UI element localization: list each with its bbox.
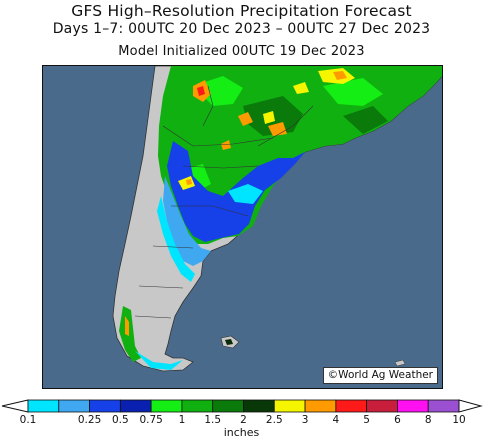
scale-swatch xyxy=(181,399,214,413)
precip-light-green xyxy=(323,78,383,106)
scale-swatch xyxy=(335,399,368,413)
precip-south-orange xyxy=(125,316,129,336)
scale-tick-label: 0.75 xyxy=(139,414,163,426)
chart-subtitle: Days 1–7: 00UTC 20 Dec 2023 – 00UTC 27 D… xyxy=(52,21,431,37)
scale-swatch xyxy=(427,399,460,413)
south-georgia xyxy=(394,359,406,367)
precip-hotspot xyxy=(221,140,231,150)
scale-swatch xyxy=(150,399,183,413)
scale-left-arrow xyxy=(1,399,29,413)
scale-tick-label: 10 xyxy=(452,414,466,426)
scale-swatch xyxy=(119,399,152,413)
falkland-islands-precip xyxy=(225,339,233,345)
precip-hotspot xyxy=(197,86,205,96)
scale-tick-label: 0.1 xyxy=(19,414,37,426)
units-label: inches xyxy=(223,426,260,439)
precip-south-green xyxy=(119,306,141,362)
scale-swatch xyxy=(58,399,90,413)
precip-hotspot xyxy=(238,112,253,126)
precip-hotspot xyxy=(263,111,275,124)
precip-hotspot xyxy=(333,71,347,80)
scale-tick-label: 6 xyxy=(394,414,401,426)
scale-tick-label: 3 xyxy=(301,414,309,426)
credit-label: ©World Ag Weather xyxy=(322,367,438,384)
color-scale-ticks: 0.1 0.25 0.5 0.75 1 1.5 2 2.5 3 4 5 6 8 10 xyxy=(0,414,483,428)
color-scale xyxy=(0,396,483,442)
scale-tick-label: 1.5 xyxy=(204,414,222,426)
scale-tick-label: 2.5 xyxy=(265,414,283,426)
scale-tick-label: 5 xyxy=(363,414,370,426)
scale-tick-label: 2 xyxy=(240,414,247,426)
precip-dark-green xyxy=(343,106,388,134)
scale-swatch xyxy=(243,399,275,413)
map-canvas xyxy=(43,66,442,388)
scale-swatch xyxy=(273,399,306,413)
precip-cyan xyxy=(228,184,263,204)
province-borders xyxy=(134,85,314,319)
precip-south-cyan xyxy=(135,351,183,370)
scale-right-arrow xyxy=(458,399,483,413)
model-init-label: Model Initialized 00UTC 19 Dec 2023 xyxy=(118,44,365,59)
scale-swatch xyxy=(366,399,398,413)
scale-swatch xyxy=(89,399,121,413)
scale-tick-label: 1 xyxy=(178,414,186,426)
scale-tick-label: 8 xyxy=(424,414,432,426)
scale-swatch xyxy=(304,399,337,413)
scale-tick-label: 4 xyxy=(332,414,340,426)
color-scale-bar xyxy=(1,399,483,413)
chart-title: GFS High–Resolution Precipitation Foreca… xyxy=(71,2,412,20)
precip-light-blue xyxy=(163,176,211,266)
precip-hotspot xyxy=(293,82,309,94)
precip-cyan xyxy=(157,196,195,282)
precip-hotspot xyxy=(186,179,192,185)
precipitation-map: ©World Ag Weather xyxy=(42,65,443,389)
scale-tick-label: 0.25 xyxy=(77,414,102,426)
scale-tick-label: 0.5 xyxy=(111,414,129,426)
precip-hotspot xyxy=(268,122,287,136)
scale-swatch xyxy=(27,399,60,413)
scale-swatch xyxy=(212,399,244,413)
scale-swatch xyxy=(397,399,429,413)
